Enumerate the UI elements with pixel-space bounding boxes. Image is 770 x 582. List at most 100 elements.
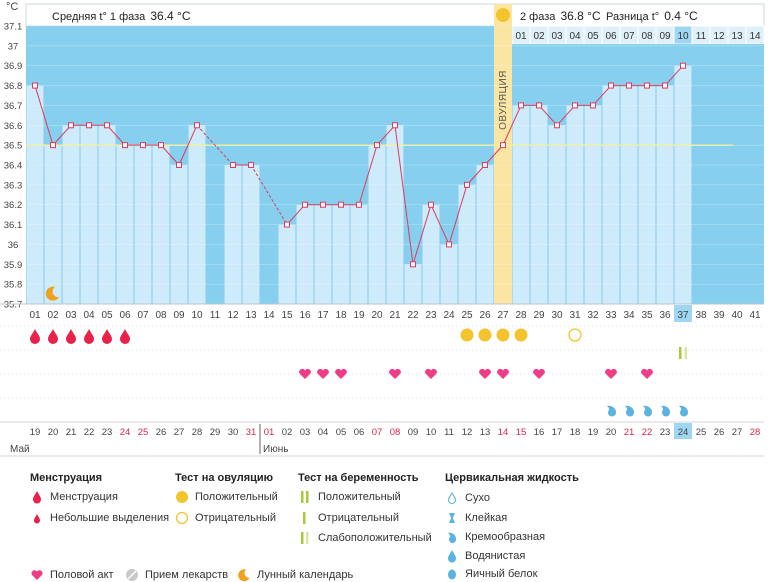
heart-icon xyxy=(317,368,329,379)
legend-pregnancy-negative-label: Отрицательный xyxy=(318,512,399,524)
small-drop-icon xyxy=(34,514,40,524)
temperature-point xyxy=(104,122,110,129)
temperature-point xyxy=(248,162,254,168)
temperature-segment xyxy=(556,105,576,126)
temperature-point xyxy=(500,142,506,149)
temperature-segment xyxy=(502,105,522,146)
phase2-day-label: 13 xyxy=(731,31,743,42)
temperature-point xyxy=(446,241,452,248)
temperature-segment xyxy=(160,144,180,166)
date-label: 01 xyxy=(264,427,275,438)
cycle-day-label: 20 xyxy=(371,310,383,321)
cycle-day-label: 17 xyxy=(317,310,329,321)
date-label: 07 xyxy=(372,427,383,438)
legend-pregnancy-weak-label: Слабоположительный xyxy=(318,532,432,544)
date-label: 24 xyxy=(120,427,131,438)
creamy-drop-icon xyxy=(643,405,653,417)
date-label: 18 xyxy=(570,427,581,438)
date-label: 21 xyxy=(66,427,77,438)
sun-filled-icon xyxy=(514,328,528,342)
cycle-day-label: 29 xyxy=(533,310,545,321)
temperature-segment xyxy=(286,204,306,225)
legend-cervical-watery: Водянистая xyxy=(445,549,525,563)
bbt-chart: 01 02 03 04 05 06 07 08 09 10 11 12 13 14 ОВУЛЯЦИЯ 37.1… xyxy=(0,3,765,457)
legend-ovulation-negative-label: Отрицательный xyxy=(195,512,276,524)
date-label: 26 xyxy=(156,427,167,438)
heart-icon xyxy=(641,368,653,379)
date-label: 14 xyxy=(498,427,509,438)
heart-icon xyxy=(31,570,43,580)
egg-white-icon xyxy=(448,569,456,580)
temperature-segment xyxy=(178,125,198,166)
date-label: 22 xyxy=(642,427,653,438)
current-day-highlight xyxy=(674,305,692,322)
date-label: 02 xyxy=(282,427,293,438)
wave-drop-icon xyxy=(448,532,457,544)
temperature-point xyxy=(374,142,380,149)
temperature-point xyxy=(680,62,686,69)
date-label: 23 xyxy=(102,427,113,438)
date-label: 27 xyxy=(732,427,743,438)
temperature-difference: Разница t° 0.4 °C xyxy=(606,9,698,23)
hourglass-icon xyxy=(449,513,455,523)
cycle-day-label: 11 xyxy=(210,310,221,321)
temperature-point xyxy=(68,122,74,129)
date-label: 05 xyxy=(336,427,347,438)
temperature-point xyxy=(284,221,290,228)
cycle-day-label: 35 xyxy=(641,310,653,321)
temperature-bar xyxy=(620,85,638,305)
temperature-point xyxy=(662,82,668,89)
temperature-segment xyxy=(358,144,378,205)
date-label: 08 xyxy=(390,427,401,438)
sun-filled-icon xyxy=(496,328,510,342)
creamy-drop-icon xyxy=(607,405,617,417)
y-tick-label: 36.6 xyxy=(4,121,23,132)
phase2-day-label: 09 xyxy=(659,31,671,42)
phase2-day-label: 04 xyxy=(569,31,581,42)
cycle-day-label: 18 xyxy=(335,310,347,321)
heart-icon xyxy=(605,368,617,379)
phase1-average: Средняя t° 1 фаза 36.4 °C xyxy=(52,9,191,23)
temperature-point xyxy=(536,102,542,109)
temperature-bar xyxy=(656,85,674,305)
temperature-point xyxy=(158,142,164,149)
temperature-point xyxy=(518,102,524,109)
legend-cervical-eggwhite: Яичный белок xyxy=(445,567,537,581)
one-line-icon xyxy=(303,512,306,524)
legend-pregnancy-weak: Слабоположительный xyxy=(298,531,432,545)
temperature-bar xyxy=(440,244,458,305)
creamy-drop-icon xyxy=(625,405,635,417)
cycle-day-label: 22 xyxy=(407,310,419,321)
date-label: 28 xyxy=(750,427,761,438)
date-label: 12 xyxy=(462,427,473,438)
cycle-day-label: 31 xyxy=(569,310,581,321)
y-tick-label: 36.2 xyxy=(4,200,23,211)
date-label: 13 xyxy=(480,427,491,438)
legend-ovulation-positive-label: Положительный xyxy=(195,491,278,503)
legend-pregnancy-title: Тест на беременность xyxy=(298,472,419,484)
heart-icon xyxy=(299,368,311,379)
temperature-bar xyxy=(62,125,80,305)
temperature-point xyxy=(86,122,92,129)
temperature-point xyxy=(392,122,398,129)
date-label: 19 xyxy=(588,427,599,438)
legend-cervical-sticky: Клейкая xyxy=(445,511,507,525)
date-label: 29 xyxy=(210,427,221,438)
cycle-day-label: 39 xyxy=(713,310,725,321)
legend-medication: Прием лекарств xyxy=(125,568,228,582)
temperature-bar xyxy=(224,164,242,305)
phase2-day-label: 06 xyxy=(605,31,617,42)
sun-filled-icon xyxy=(176,491,188,503)
legend-moon-label: Лунный календарь xyxy=(257,569,354,581)
legend-spotting-label: Небольшие выделения xyxy=(50,512,170,524)
drop-outline-icon xyxy=(447,491,457,505)
blood-drop-icon xyxy=(66,329,76,344)
temperature-segment xyxy=(448,184,468,245)
moon-icon xyxy=(238,569,250,582)
legend-cervical-watery-label: Водянистая xyxy=(465,550,526,562)
legend-pregnancy-positive-label: Положительный xyxy=(318,491,401,503)
phase2-day-label: 07 xyxy=(623,31,635,42)
temperature-bar xyxy=(422,204,440,305)
diff-value: 0.4 °C xyxy=(664,9,698,23)
temperature-point xyxy=(356,201,362,208)
